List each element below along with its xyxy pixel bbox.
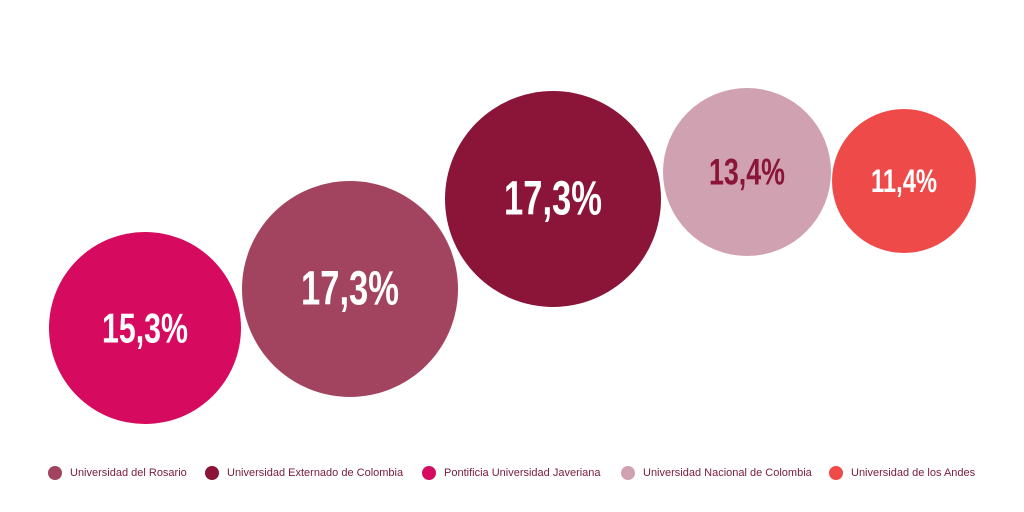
bubble-label-3: 17,3% (504, 173, 602, 226)
bubble-label-5: 11,4% (871, 163, 937, 199)
legend-item: Pontificia Universidad Javeriana (422, 463, 601, 483)
bubble-chart: 15,3% 17,3% 17,3% 13,4% 11,4% (49, 88, 976, 424)
bubble-label-4: 13,4% (709, 152, 785, 193)
legend-item: Universidad de los Andes (829, 463, 975, 483)
legend-label: Universidad de los Andes (851, 467, 976, 479)
legend-swatch (422, 466, 436, 480)
bubble-1 (49, 232, 241, 424)
legend-label: Universidad Nacional de Colombia (643, 467, 812, 479)
legend-item: Universidad del Rosario (48, 463, 187, 483)
bubble-3 (445, 91, 661, 307)
bubble-4 (663, 88, 831, 256)
legend-label: Universidad del Rosario (70, 467, 187, 479)
legend-label: Pontificia Universidad Javeriana (444, 467, 601, 479)
bubble-2 (242, 181, 458, 397)
legend-swatch (48, 466, 62, 480)
legend-swatch (829, 466, 843, 480)
legend-swatch (621, 466, 635, 480)
chart-legend: Universidad del Rosario Universidad Exter… (48, 463, 988, 483)
legend-item: Universidad Externado de Colombia (205, 463, 403, 483)
legend-swatch (205, 466, 219, 480)
legend-item: Universidad Nacional de Colombia (621, 463, 812, 483)
bubble-label-1: 15,3% (102, 305, 188, 352)
bubble-label-2: 17,3% (301, 263, 399, 316)
legend-label: Universidad Externado de Colombia (227, 467, 404, 479)
bubble-5 (832, 109, 976, 253)
